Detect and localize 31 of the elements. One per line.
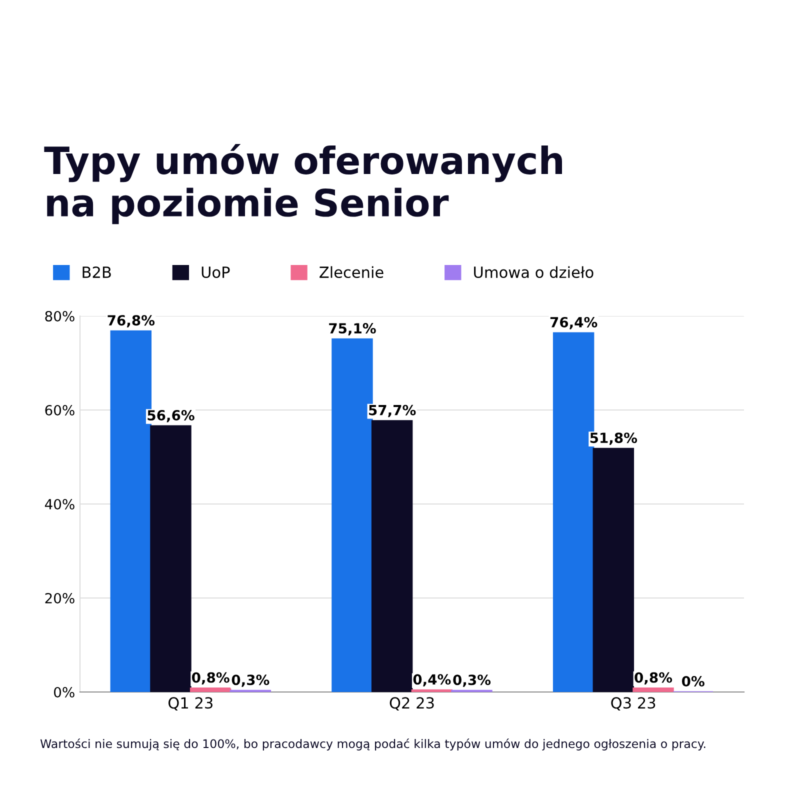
data-label: 75,1% — [329, 323, 376, 336]
legend-label: B2B — [82, 266, 111, 278]
data-label: 0,8% — [192, 672, 230, 685]
data-label: 0,3% — [453, 674, 491, 687]
legend-label: Zlecenie — [320, 266, 384, 278]
data-label: 76,4% — [550, 316, 598, 330]
data-label: 56,6% — [148, 410, 194, 422]
y-tick-label: 60% — [45, 404, 74, 416]
bar — [371, 420, 413, 692]
data-label: 0,8% — [634, 672, 672, 685]
legend-label: Umowa o dzieło — [474, 266, 594, 278]
chart-title: Typy umów oferowanych na poziomie Senior — [44, 144, 562, 224]
bar — [592, 448, 634, 692]
data-label: 51,8% — [590, 432, 638, 445]
y-tick-label: 40% — [44, 498, 74, 510]
data-label: 0,3% — [232, 674, 270, 687]
y-tick-label: 20% — [45, 592, 74, 604]
data-label: 57,7% — [369, 404, 416, 418]
y-tick-label: 80% — [45, 310, 74, 322]
y-tick-label: 0% — [54, 686, 74, 698]
bar — [190, 688, 232, 692]
bar — [150, 425, 192, 692]
x-tick-label: Q2 23 — [390, 697, 434, 710]
legend-label: UoP — [202, 266, 230, 278]
data-label: 0,4% — [413, 674, 451, 686]
data-label: 76,8% — [108, 315, 155, 328]
text: Wartości nie sumują się do 100%, bo pracodawcy mogą podać kilka typów umów do jednego ogłoszenia o pracy. — [40, 738, 706, 750]
bar — [632, 688, 674, 692]
data-label: 0% — [682, 676, 704, 687]
x-tick-label: Q1 23 — [168, 697, 212, 710]
x-tick-label: Q3 23 — [611, 697, 656, 710]
